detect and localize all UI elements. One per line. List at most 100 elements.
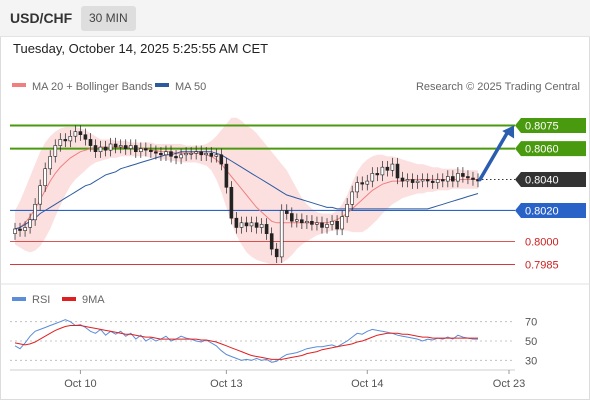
candle-body	[390, 163, 395, 171]
candle-body	[179, 154, 183, 159]
candle-body	[98, 146, 103, 153]
candle	[68, 130, 73, 148]
candle	[340, 210, 344, 236]
candle	[360, 176, 365, 191]
candle	[139, 142, 143, 158]
legend-rsi-swatch	[12, 297, 26, 301]
level-label-box-0.8020	[515, 202, 586, 218]
candle-body	[154, 151, 158, 154]
candle-body	[139, 148, 143, 153]
rsi-tick-50: 50	[525, 336, 537, 348]
candle-body	[310, 221, 314, 225]
rsi-tick-30: 30	[525, 355, 537, 367]
candle-body	[375, 173, 380, 176]
rsi-9ma-line	[14, 325, 478, 360]
rsi-panel: 70 50 30	[10, 317, 537, 367]
candle	[299, 213, 304, 229]
candle	[279, 204, 284, 263]
candle-body	[360, 182, 365, 185]
candle-body	[174, 156, 178, 159]
candle-body	[128, 145, 133, 149]
candle	[335, 215, 339, 236]
candle-body	[53, 145, 58, 157]
candle	[471, 171, 475, 186]
timeframe-badge[interactable]: 30 MIN	[81, 6, 136, 31]
candle	[53, 139, 58, 163]
candle	[58, 133, 63, 152]
candle-body	[28, 219, 32, 228]
candle	[159, 147, 163, 161]
candle	[13, 222, 17, 240]
candle-body	[466, 176, 470, 179]
candle	[229, 181, 234, 225]
candle	[440, 173, 445, 188]
candle-body	[450, 176, 455, 182]
candle	[345, 198, 349, 223]
candle	[456, 167, 460, 188]
candle-body	[204, 153, 208, 156]
candle	[425, 173, 430, 188]
candle-body	[83, 134, 88, 140]
x-tick-label: Oct 23	[493, 378, 525, 390]
candle-body	[456, 173, 460, 182]
candle	[154, 145, 158, 160]
level-label-box-0.8075	[515, 117, 586, 133]
candle-body	[410, 179, 415, 183]
candle-body	[134, 145, 138, 152]
candle-body	[149, 149, 153, 152]
candle	[390, 157, 395, 177]
x-tick-label: Oct 10	[64, 378, 96, 390]
level-label-0.8075: 0.8075	[525, 120, 559, 132]
candle	[305, 215, 309, 229]
candle-body	[63, 139, 68, 142]
candle-body	[461, 173, 465, 177]
candle-body	[355, 182, 360, 193]
candle-body	[68, 136, 73, 142]
candle-body	[325, 224, 329, 228]
candle	[38, 179, 43, 211]
candle	[174, 150, 178, 165]
candle	[415, 174, 420, 189]
candle-body	[194, 151, 198, 154]
candle-body	[118, 145, 123, 148]
candle-body	[345, 204, 349, 218]
legend-9ma-label: 9MA	[82, 294, 105, 306]
forecast-arrow	[478, 125, 515, 182]
candle-body	[108, 143, 113, 151]
candle	[23, 221, 27, 237]
candle-body	[78, 131, 83, 136]
candle	[264, 218, 269, 240]
candle	[199, 145, 203, 161]
candle-body	[93, 145, 98, 152]
candle-body	[370, 173, 375, 182]
legend-rsi-label: RSI	[32, 294, 50, 306]
candle-body	[445, 176, 450, 182]
candle	[400, 171, 405, 188]
candle	[284, 204, 289, 220]
candle-body	[320, 222, 324, 228]
candle	[375, 167, 380, 182]
candle	[405, 173, 410, 188]
candle	[370, 167, 375, 188]
candle	[204, 147, 208, 161]
legend-9ma-swatch	[62, 297, 76, 301]
candle-body	[159, 153, 163, 156]
candle-body	[113, 143, 118, 148]
candle	[445, 170, 450, 188]
candle-body	[48, 156, 53, 170]
candle	[320, 216, 324, 234]
bollinger-band	[15, 117, 478, 265]
candle	[249, 216, 254, 233]
candle-body	[330, 221, 334, 225]
candle-body	[471, 177, 475, 180]
candle-body	[315, 222, 319, 225]
forecast-arrow-shaft	[478, 129, 510, 182]
rsi-tick-70: 70	[525, 317, 537, 329]
candle	[315, 216, 319, 231]
candle-body	[259, 224, 264, 228]
legend-ma20-label: MA 20 + Bollinger Bands	[32, 81, 153, 93]
candle-body	[289, 213, 294, 222]
candle-body	[199, 151, 203, 156]
candle	[385, 161, 390, 177]
